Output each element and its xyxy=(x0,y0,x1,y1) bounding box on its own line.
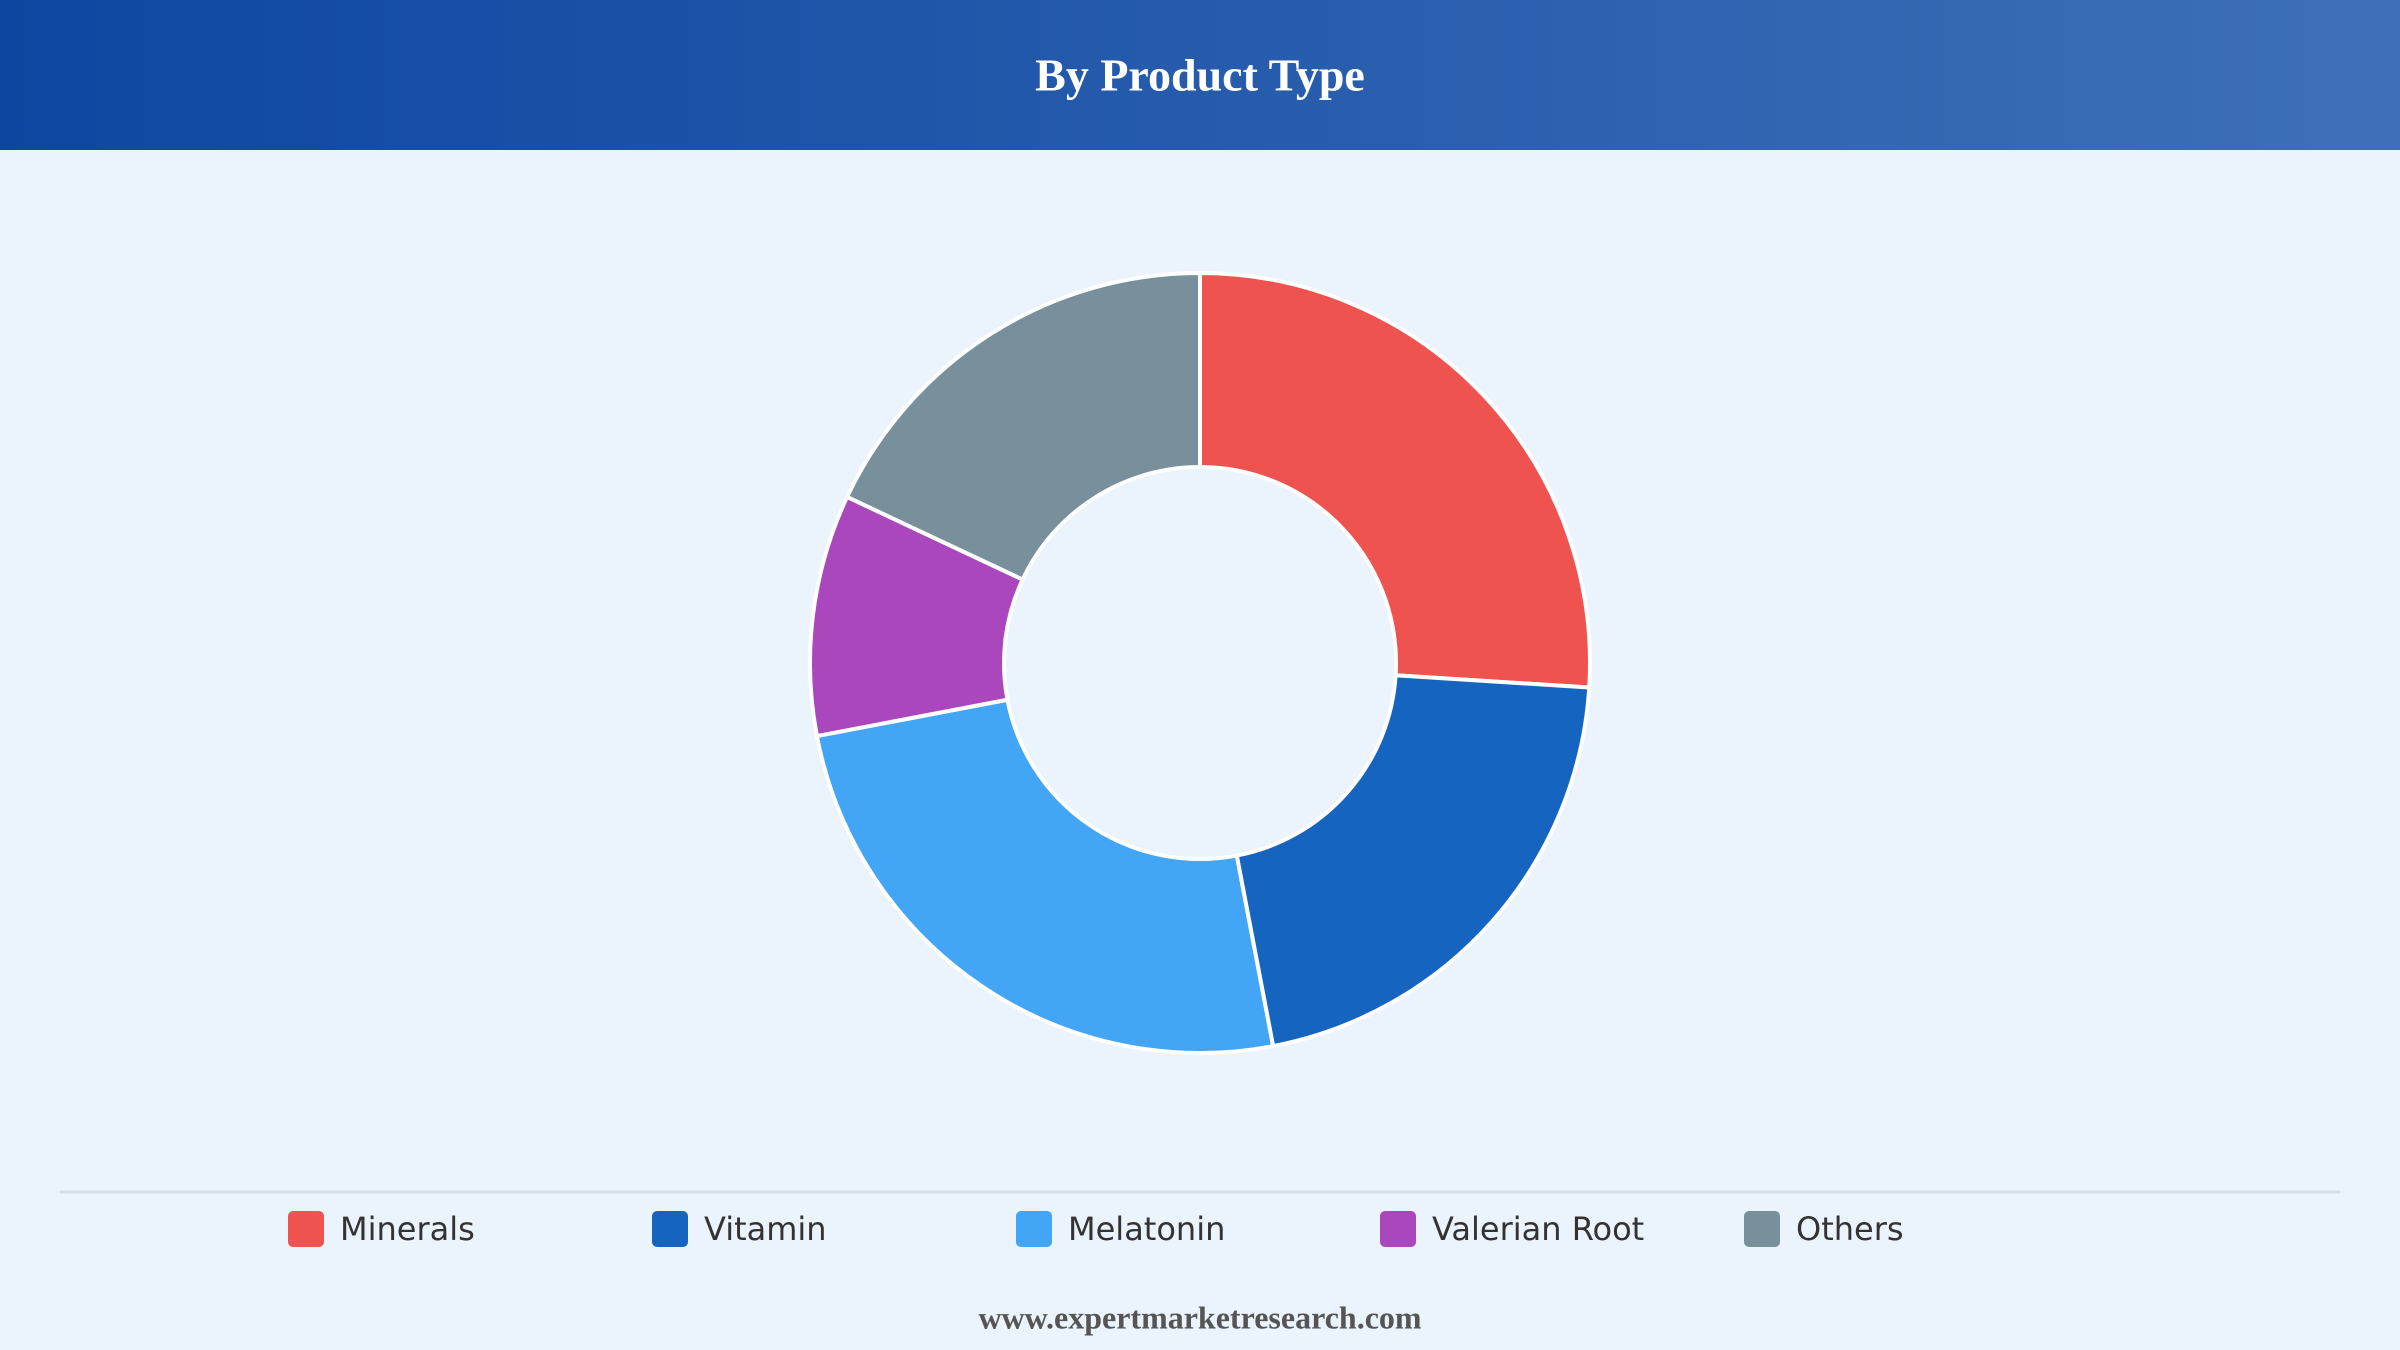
legend-swatch xyxy=(288,1211,324,1247)
slice xyxy=(814,697,1276,1055)
legend-label: Vitamin xyxy=(704,1210,827,1248)
legend-label: Others xyxy=(1796,1210,1904,1248)
footer-url: www.expertmarketresearch.com xyxy=(978,1299,1421,1335)
legend-label: Minerals xyxy=(340,1210,475,1248)
slice xyxy=(1234,673,1592,1049)
header-bar xyxy=(0,0,2400,150)
slice xyxy=(1198,270,1592,690)
legend-swatch xyxy=(1744,1211,1780,1247)
chart-title: By Product Type xyxy=(1035,50,1365,101)
legend-swatch xyxy=(652,1211,688,1247)
legend-label: Valerian Root xyxy=(1432,1210,1644,1248)
legend-label: Melatonin xyxy=(1068,1210,1225,1248)
slice xyxy=(844,270,1202,583)
legend-swatch xyxy=(1380,1211,1416,1247)
legend-swatch xyxy=(1016,1211,1052,1247)
